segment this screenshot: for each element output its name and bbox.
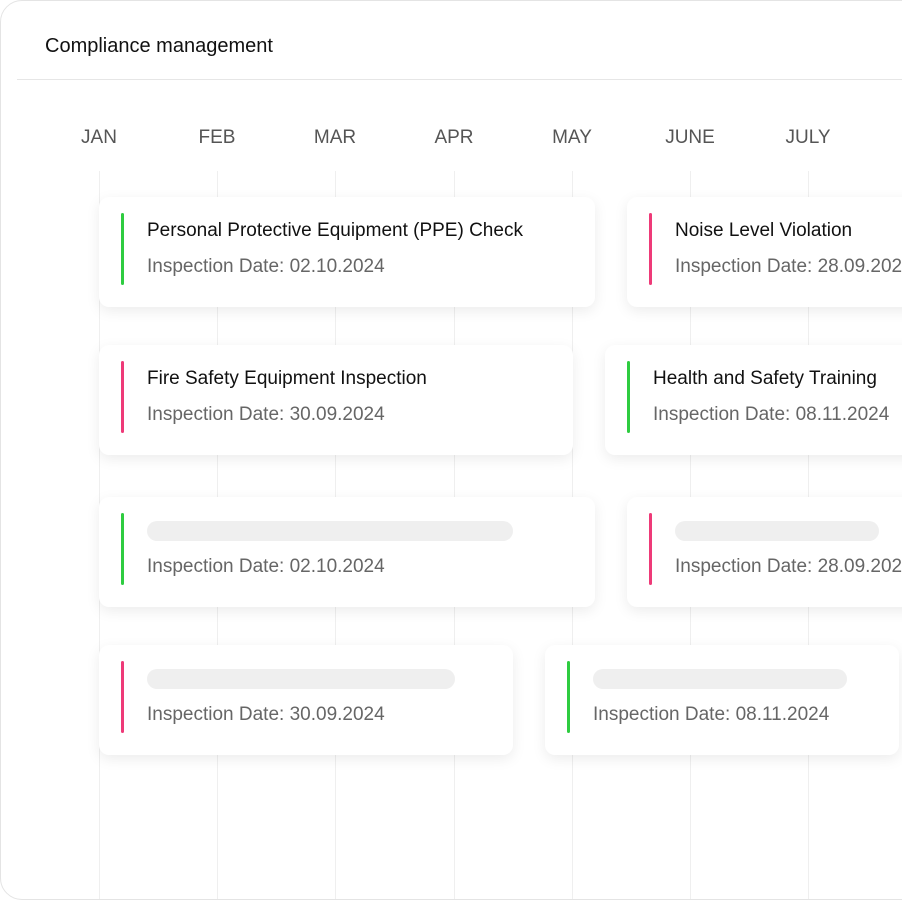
status-indicator	[121, 661, 124, 733]
card-title: Noise Level Violation	[675, 220, 853, 241]
title-placeholder	[593, 669, 847, 689]
title-placeholder	[147, 669, 455, 689]
inspection-date: Inspection Date: 02.10.2024	[147, 556, 385, 577]
month-label: FEB	[198, 127, 236, 148]
month-label: MAY	[552, 127, 592, 148]
panel-title: Compliance management	[45, 35, 273, 57]
inspection-date: Inspection Date: 08.11.2024	[593, 704, 830, 725]
inspection-card: Inspection Date: 30.09.2024	[99, 645, 513, 755]
inspection-date: Inspection Date: 02.10.2024	[147, 256, 385, 277]
month-label: JAN	[81, 127, 117, 148]
month-label: MAR	[313, 127, 357, 148]
inspection-date: Inspection Date: 30.09.2024	[147, 404, 385, 425]
inspection-card: Inspection Date: 02.10.2024	[99, 497, 595, 607]
month-label: JULY	[785, 127, 831, 148]
inspection-card: Noise Level Violation Inspection Date: 28…	[627, 197, 902, 307]
status-indicator	[567, 661, 570, 733]
inspection-card: Health and Safety Training Inspection Dat…	[605, 345, 902, 455]
inspection-date: Inspection Date: 08.11.2024	[653, 404, 890, 425]
month-label: JUNE	[665, 127, 715, 148]
card-title: Health and Safety Training	[653, 368, 877, 389]
inspection-card: Fire Safety Equipment Inspection Inspecti…	[99, 345, 573, 455]
status-indicator	[121, 213, 124, 285]
status-indicator	[649, 513, 652, 585]
inspection-card: Inspection Date: 28.09.2024	[627, 497, 902, 607]
title-placeholder	[675, 521, 879, 541]
card-title: Fire Safety Equipment Inspection	[147, 368, 427, 389]
month-label: APR	[434, 127, 474, 148]
status-indicator	[121, 513, 124, 585]
status-indicator	[121, 361, 124, 433]
inspection-date: Inspection Date: 28.09.2024	[675, 256, 902, 277]
inspection-card: Personal Protective Equipment (PPE) Chec…	[99, 197, 595, 307]
status-indicator	[627, 361, 630, 433]
status-indicator	[649, 213, 652, 285]
card-title: Personal Protective Equipment (PPE) Chec…	[147, 220, 523, 241]
inspection-card: Inspection Date: 08.11.2024	[545, 645, 899, 755]
inspection-date: Inspection Date: 30.09.2024	[147, 704, 385, 725]
divider	[17, 79, 902, 80]
title-placeholder	[147, 521, 513, 541]
inspection-date: Inspection Date: 28.09.2024	[675, 556, 902, 577]
